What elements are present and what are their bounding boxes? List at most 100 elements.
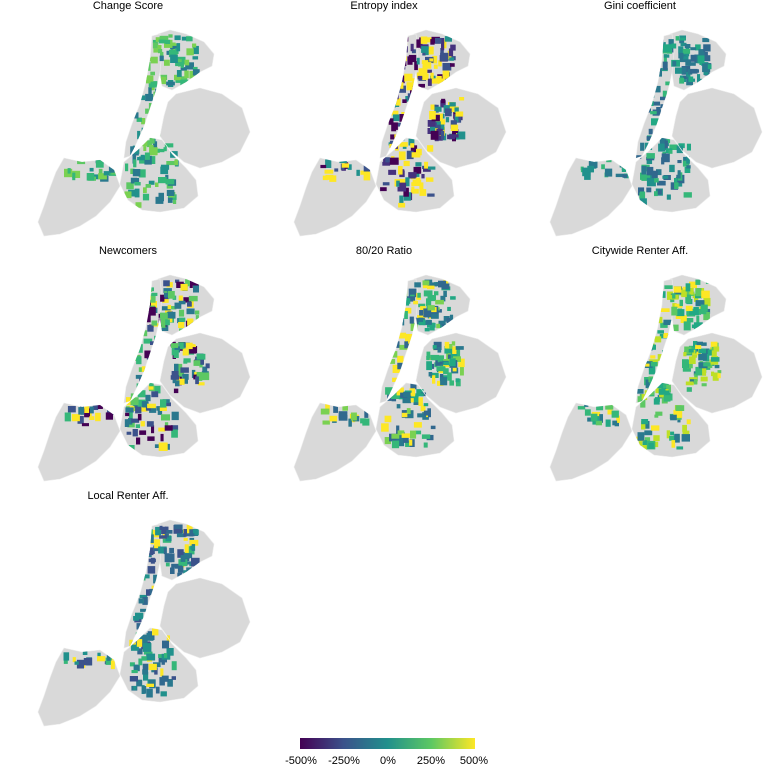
census-tract: [136, 356, 142, 365]
census-tract: [411, 362, 416, 370]
census-tract: [180, 67, 187, 71]
census-tract: [141, 44, 150, 51]
census-tract: [405, 177, 410, 187]
census-tract: [170, 54, 178, 63]
census-tract: [403, 435, 409, 443]
census-tract: [410, 119, 415, 125]
census-tract: [666, 194, 671, 200]
census-tract: [71, 414, 80, 422]
census-tract: [106, 652, 111, 661]
census-tract: [429, 58, 434, 62]
census-tract: [425, 46, 434, 55]
census-tract: [686, 71, 691, 79]
census-tract: [701, 383, 707, 387]
census-tract: [141, 366, 150, 372]
legend-tick: [431, 749, 432, 752]
census-tract: [175, 62, 184, 67]
census-tract: [686, 165, 691, 169]
census-tract: [647, 311, 653, 317]
census-tract: [648, 442, 654, 449]
census-tract: [396, 425, 400, 435]
census-tract: [134, 574, 140, 581]
census-tract: [128, 445, 135, 452]
census-tract: [663, 376, 670, 384]
census-tract: [407, 56, 413, 65]
census-tract: [398, 202, 406, 208]
census-tract: [447, 306, 451, 311]
census-tract: [679, 299, 683, 307]
census-tract: [186, 524, 193, 532]
census-tract: [648, 94, 655, 98]
census-tract: [179, 529, 186, 534]
census-tract: [154, 539, 160, 549]
census-tract: [152, 606, 160, 610]
census-tract: [163, 547, 167, 555]
census-tract: [666, 139, 671, 144]
census-tract: [411, 186, 415, 193]
census-tract: [702, 63, 711, 73]
census-tract: [616, 415, 620, 423]
census-tract: [681, 67, 687, 74]
census-tract: [160, 312, 168, 320]
census-tract: [411, 49, 416, 54]
census-tract: [192, 45, 199, 55]
census-tract: [696, 341, 703, 346]
census-tract: [97, 403, 103, 409]
nyc-choropleth-map: [37, 274, 251, 482]
census-tract: [641, 174, 651, 181]
census-tract: [389, 157, 399, 165]
census-tract: [140, 40, 146, 47]
census-tract: [686, 156, 690, 164]
borough-queens: [159, 87, 251, 169]
census-tract: [139, 430, 147, 435]
census-tract: [410, 145, 418, 153]
census-tract: [397, 52, 404, 58]
borough-queens: [159, 577, 251, 659]
census-tract: [151, 292, 158, 296]
census-tract: [143, 187, 147, 194]
census-tract: [650, 285, 658, 293]
census-tract: [81, 423, 89, 427]
census-tract: [689, 356, 696, 364]
census-tract: [415, 162, 422, 167]
census-tract: [652, 307, 659, 314]
census-tract: [183, 537, 188, 541]
census-tract: [404, 311, 408, 319]
census-tract: [390, 76, 397, 85]
census-tract: [137, 414, 142, 421]
census-tract: [128, 189, 136, 197]
census-tract: [191, 550, 195, 555]
census-tract: [710, 357, 720, 362]
census-tract: [665, 81, 672, 86]
census-tract: [138, 95, 146, 101]
census-tract: [711, 349, 717, 358]
census-tract: [410, 342, 415, 349]
panel-title: Citywide Renter Aff.: [591, 245, 689, 257]
census-tract: [153, 545, 161, 552]
census-tract: [451, 341, 456, 346]
census-tract: [459, 97, 465, 101]
census-tract: [399, 182, 407, 192]
census-tract: [155, 358, 159, 366]
census-tract: [363, 163, 371, 172]
census-tract: [147, 636, 154, 641]
census-tract: [178, 322, 185, 328]
census-tract: [654, 414, 659, 418]
census-tract: [196, 372, 203, 381]
census-tract: [135, 202, 142, 208]
census-tract: [425, 56, 434, 63]
census-tract: [691, 283, 697, 289]
census-tract: [180, 64, 184, 68]
census-tract: [72, 657, 76, 663]
census-tract: [325, 159, 332, 168]
census-tract: [453, 356, 461, 362]
census-tract: [458, 358, 465, 368]
census-tract: [141, 686, 147, 694]
census-tract: [440, 131, 445, 140]
census-tract: [403, 160, 410, 167]
census-tract: [397, 362, 406, 370]
map-panel: Entropy index: [256, 0, 512, 240]
census-tract: [455, 346, 464, 350]
census-tract: [149, 382, 154, 387]
census-tract: [128, 418, 133, 425]
